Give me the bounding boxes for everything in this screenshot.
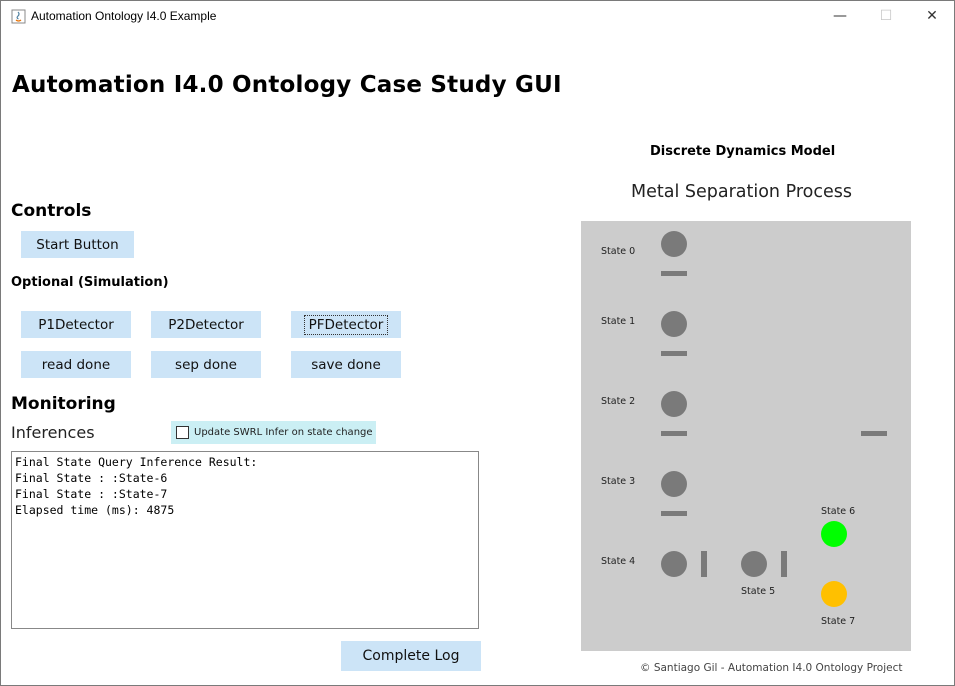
state-1-node bbox=[661, 311, 687, 337]
swrl-checkbox[interactable] bbox=[176, 426, 189, 439]
page-title: Automation I4.0 Ontology Case Study GUI bbox=[12, 72, 562, 98]
transition-bar bbox=[861, 431, 887, 436]
log-line: Final State : :State-6 bbox=[15, 471, 168, 485]
state-3-label: State 3 bbox=[601, 476, 636, 487]
state-0-label: State 0 bbox=[601, 246, 636, 257]
monitoring-heading: Monitoring bbox=[11, 394, 116, 414]
sep-done-button[interactable]: sep done bbox=[151, 351, 261, 378]
state-5-node bbox=[741, 551, 767, 577]
log-line: Final State Query Inference Result: bbox=[15, 455, 258, 469]
state-4-label: State 4 bbox=[601, 556, 636, 567]
state-1-label: State 1 bbox=[601, 316, 636, 327]
state-diagram: State 0 State 1 State 2 State 3 State 4 … bbox=[581, 221, 911, 651]
process-title: Metal Separation Process bbox=[631, 182, 852, 202]
transition-bar bbox=[661, 271, 687, 276]
transition-bar bbox=[661, 511, 687, 516]
state-3-node bbox=[661, 471, 687, 497]
p1detector-label: P1Detector bbox=[38, 316, 114, 333]
p2detector-label: P2Detector bbox=[168, 316, 244, 333]
p1detector-button[interactable]: P1Detector bbox=[21, 311, 131, 338]
state-7-label: State 7 bbox=[821, 616, 856, 627]
state-2-label: State 2 bbox=[601, 396, 636, 407]
inferences-label: Inferences bbox=[11, 423, 95, 442]
transition-bar bbox=[661, 351, 687, 356]
save-done-label: save done bbox=[311, 356, 381, 373]
title-bar[interactable]: Automation Ontology I4.0 Example — ☐ ✕ bbox=[1, 1, 954, 31]
pfdetector-button[interactable]: PFDetector bbox=[291, 311, 401, 338]
inference-log-textarea[interactable]: Final State Query Inference Result: Fina… bbox=[11, 451, 479, 629]
window-title: Automation Ontology I4.0 Example bbox=[31, 9, 217, 23]
read-done-button[interactable]: read done bbox=[21, 351, 131, 378]
footer-copyright: © Santiago Gil - Automation I4.0 Ontolog… bbox=[640, 662, 903, 674]
ddm-heading: Discrete Dynamics Model bbox=[650, 144, 836, 159]
pfdetector-label: PFDetector bbox=[303, 314, 389, 335]
sep-done-label: sep done bbox=[175, 356, 237, 373]
optional-simulation-heading: Optional (Simulation) bbox=[11, 275, 169, 290]
complete-log-label: Complete Log bbox=[362, 648, 460, 664]
swrl-checkbox-row[interactable]: Update SWRL Infer on state change bbox=[171, 421, 376, 444]
minimize-button[interactable]: — bbox=[833, 8, 847, 24]
state-4-node bbox=[661, 551, 687, 577]
transition-bar bbox=[661, 431, 687, 436]
complete-log-button[interactable]: Complete Log bbox=[341, 641, 481, 671]
close-button[interactable]: ✕ bbox=[926, 8, 938, 24]
state-7-node bbox=[821, 581, 847, 607]
state-6-label: State 6 bbox=[821, 506, 856, 517]
state-0-node bbox=[661, 231, 687, 257]
log-line: Elapsed time (ms): 4875 bbox=[15, 503, 175, 517]
state-6-node bbox=[821, 521, 847, 547]
java-app-icon bbox=[11, 9, 26, 24]
state-5-label: State 5 bbox=[741, 586, 776, 597]
transition-bar bbox=[781, 551, 787, 577]
transition-bar bbox=[701, 551, 707, 577]
save-done-button[interactable]: save done bbox=[291, 351, 401, 378]
swrl-checkbox-label: Update SWRL Infer on state change bbox=[194, 427, 373, 438]
maximize-button[interactable]: ☐ bbox=[879, 8, 893, 24]
p2detector-button[interactable]: P2Detector bbox=[151, 311, 261, 338]
read-done-label: read done bbox=[41, 356, 111, 373]
state-2-node bbox=[661, 391, 687, 417]
controls-heading: Controls bbox=[11, 201, 92, 221]
start-button[interactable]: Start Button bbox=[21, 231, 134, 258]
start-button-label: Start Button bbox=[36, 236, 119, 253]
log-line: Final State : :State-7 bbox=[15, 487, 168, 501]
